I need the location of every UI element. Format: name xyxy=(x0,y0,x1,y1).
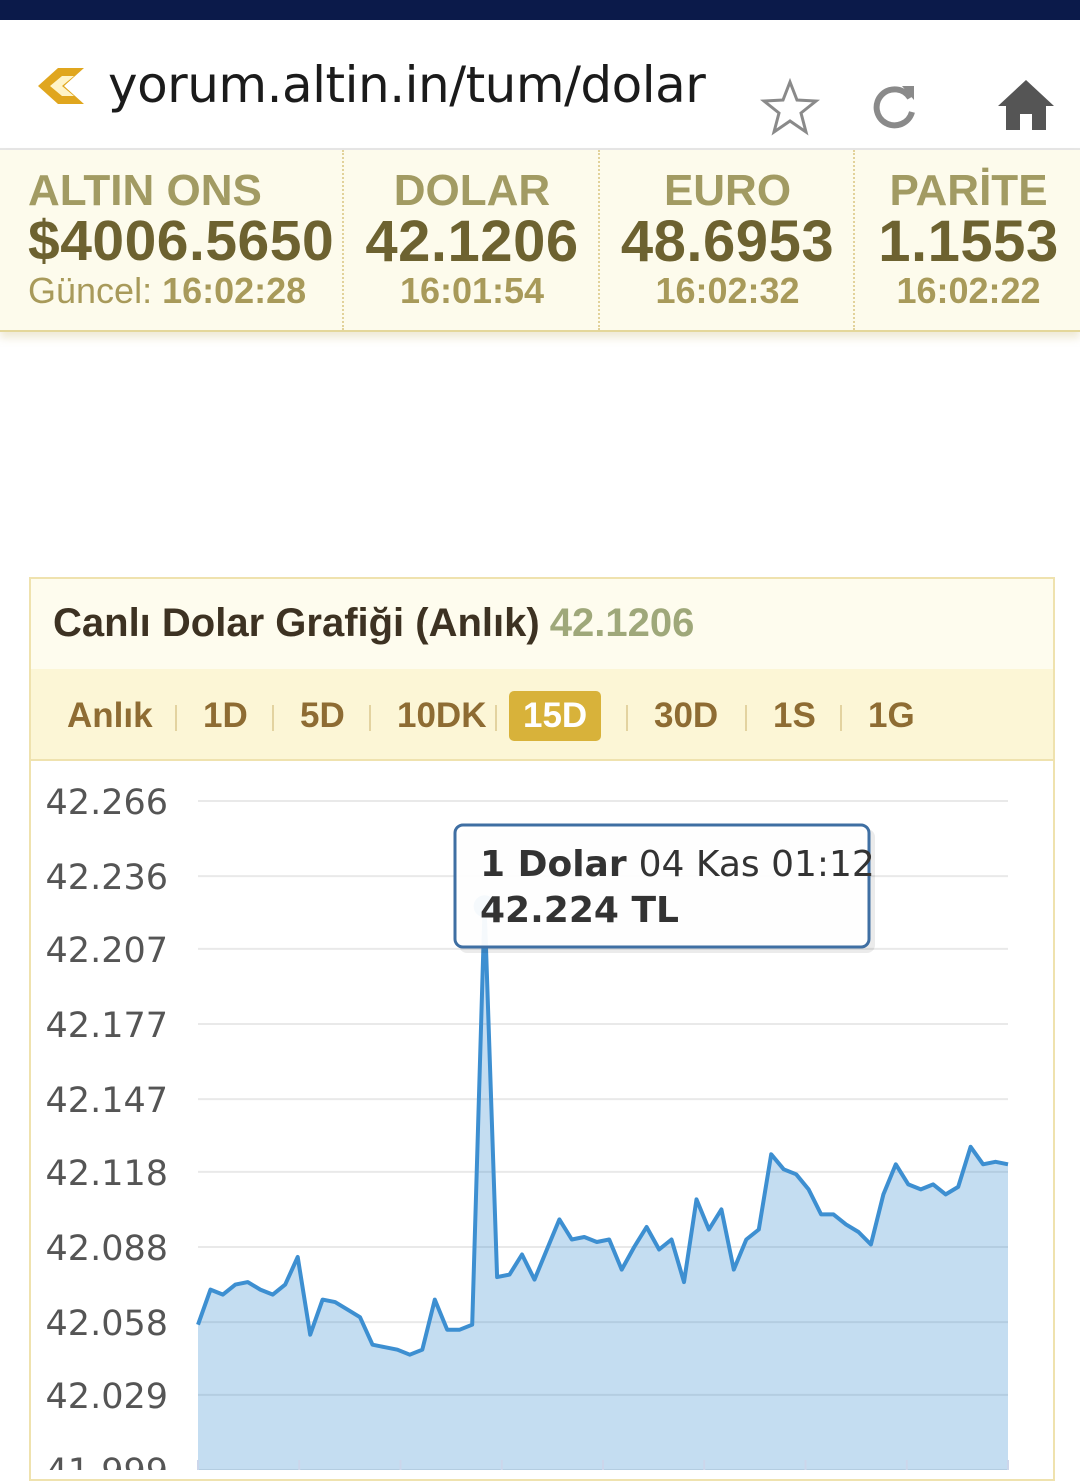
y-tick-label: 42.147 xyxy=(46,1081,168,1121)
ticker-label: DOLAR xyxy=(393,166,551,215)
chart-title: Canlı Dolar Grafiği (Anlık) xyxy=(53,601,540,645)
reload-icon[interactable] xyxy=(868,80,922,134)
tooltip-time: 04 Kas 01:12 xyxy=(639,844,875,885)
url-text[interactable]: yorum.altin.in/tum/dolar xyxy=(108,56,706,114)
current-value: 42.1206 xyxy=(549,601,695,645)
address-bar: yorum.altin.in/tum/dolar xyxy=(0,20,1080,150)
range-tab[interactable]: Anlık xyxy=(67,696,153,735)
panel-header: Canlı Dolar Grafiği (Anlık) 42.1206 xyxy=(31,579,1053,669)
y-tick-label: 41.999 xyxy=(46,1452,168,1470)
tab-separator xyxy=(626,705,628,731)
y-tick-label: 42.177 xyxy=(46,1006,168,1046)
ticker-item[interactable]: EURO 48.6953 16:02:32 xyxy=(598,150,855,330)
tooltip: 1 Dolar 04 Kas 01:12 42.224 TL xyxy=(453,823,875,953)
y-tick-label: 42.236 xyxy=(46,858,168,898)
tab-separator xyxy=(745,705,747,731)
range-tab[interactable]: 1G xyxy=(868,696,915,735)
ticker-time: 16:01:54 xyxy=(399,270,545,311)
chart-panel: Canlı Dolar Grafiği (Anlık) 42.1206 Anlık… xyxy=(29,577,1055,1481)
ticker-label: ALTIN ONS xyxy=(28,166,262,215)
range-tab[interactable]: 15D xyxy=(509,691,602,741)
y-tick-label: 42.058 xyxy=(46,1304,168,1344)
home-icon[interactable] xyxy=(996,76,1056,132)
range-tab[interactable]: 1D xyxy=(203,696,248,735)
ticker-value: 48.6953 xyxy=(620,209,835,274)
tab-separator xyxy=(272,705,274,731)
ticker-time-row: Güncel: 16:02:28 xyxy=(28,270,342,312)
tooltip-title: 1 Dolar 04 Kas 01:12 xyxy=(480,844,875,885)
range-tab[interactable]: 30D xyxy=(654,696,719,735)
range-tab[interactable]: 5D xyxy=(300,696,345,735)
chart-title-row: Canlı Dolar Grafiği (Anlık) 42.1206 xyxy=(53,601,694,646)
ticker-time: 16:02:28 xyxy=(162,270,307,311)
y-tick-label: 42.029 xyxy=(46,1377,168,1417)
tooltip-value: 42.224 TL xyxy=(480,890,679,931)
y-tick-label: 42.266 xyxy=(46,783,168,823)
status-bar xyxy=(0,0,1080,20)
tooltip-series: 1 Dolar xyxy=(480,844,627,885)
ticker-item[interactable]: ALTIN ONS $4006.5650 Güncel: 16:02:28 xyxy=(0,150,342,330)
ticker-label: EURO xyxy=(663,166,792,215)
ticker-label: PARİTE xyxy=(889,166,1048,215)
ticker-item[interactable]: DOLAR 42.1206 16:01:54 xyxy=(342,150,600,330)
y-tick-label: 42.088 xyxy=(46,1229,168,1269)
tab-separator xyxy=(840,705,842,731)
ticker-value: 1.1553 xyxy=(878,209,1059,274)
tab-separator xyxy=(495,705,497,731)
bookmark-icon[interactable] xyxy=(760,78,820,138)
ticker-time: 16:02:22 xyxy=(896,270,1041,311)
ticker-item[interactable]: PARİTE 1.1553 16:02:22 xyxy=(853,150,1080,330)
ticker-value: 42.1206 xyxy=(365,209,579,274)
y-tick-label: 42.207 xyxy=(46,931,168,971)
ticker-value: $4006.5650 xyxy=(28,209,335,273)
line xyxy=(196,904,1009,1357)
ticker-time: 16:02:32 xyxy=(655,270,800,311)
tooltip-box xyxy=(453,823,871,949)
tab-separator xyxy=(175,705,177,731)
range-tab[interactable]: 1S xyxy=(773,696,816,735)
area-fill xyxy=(198,906,1008,1470)
ticker-time-label: Güncel: xyxy=(28,270,153,311)
range-tabs: Anlık 1D 5D 10DK 15D 30D 1S 1G xyxy=(31,669,1053,761)
tab-separator xyxy=(369,705,371,731)
site-logo xyxy=(38,68,84,104)
ticker-strip: ALTIN ONS $4006.5650 Güncel: 16:02:28 DO… xyxy=(0,150,1080,332)
range-tab[interactable]: 10DK xyxy=(397,696,487,735)
y-tick-label: 42.118 xyxy=(46,1154,168,1194)
chart: 42.266 42.236 42.207 42.177 42.147 42.118 42.0… xyxy=(46,783,1009,1470)
